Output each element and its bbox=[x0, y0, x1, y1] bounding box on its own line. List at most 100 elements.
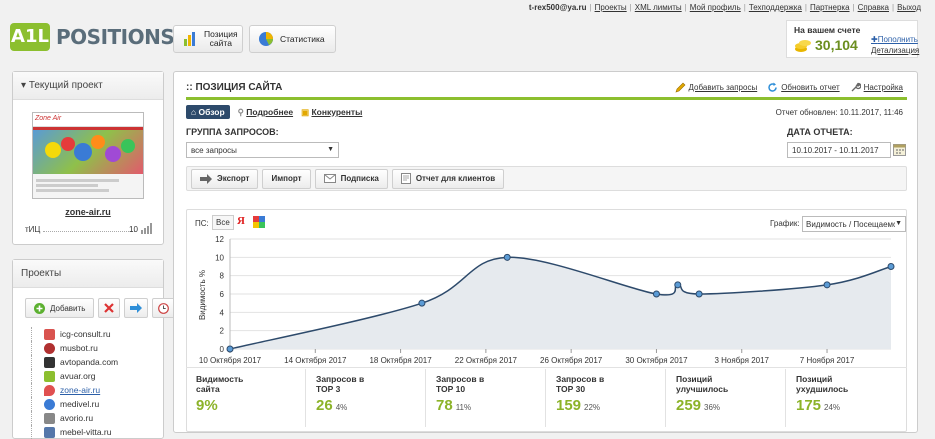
nav-xml-limits[interactable]: XML лимиты bbox=[634, 3, 682, 12]
stat-value: 78 bbox=[436, 397, 453, 414]
group-select[interactable]: все запросы ▼ bbox=[186, 142, 339, 158]
project-list: icg-consult.ru musbot.ru avtopanda.com a… bbox=[27, 327, 157, 439]
user-email[interactable]: t-rex500@ya.ru bbox=[528, 3, 587, 12]
yandex-icon[interactable]: Я bbox=[237, 215, 245, 227]
list-item[interactable]: musbot.ru bbox=[31, 341, 157, 355]
nav-profile[interactable]: Мой профиль bbox=[689, 3, 741, 12]
y-tick-label: 8 bbox=[220, 272, 225, 281]
subtab-competitors[interactable]: ▣ Конкуренты bbox=[301, 106, 363, 117]
x-tick-label: 3 Ноября 2017 bbox=[714, 356, 769, 365]
nav-partner[interactable]: Партнерка bbox=[809, 3, 850, 12]
delete-project-button[interactable] bbox=[98, 298, 121, 318]
calendar-icon[interactable] bbox=[893, 143, 906, 156]
chart-point[interactable] bbox=[652, 290, 660, 298]
stat-top10: Запросов в ТОР 10 78 11% bbox=[425, 369, 545, 427]
chart-point[interactable] bbox=[418, 299, 426, 307]
list-item[interactable]: avorio.ru bbox=[31, 411, 157, 425]
main-actions: Добавить запросы Обновить отчет Настройк… bbox=[675, 82, 903, 93]
nav-support[interactable]: Техподдержка bbox=[748, 3, 802, 12]
add-queries-link[interactable]: Добавить запросы bbox=[675, 82, 757, 93]
projects-panel: Проекты Добавить icg-consult.ru musbot.r… bbox=[12, 259, 176, 439]
chart-points bbox=[226, 253, 895, 353]
site-favicon-icon bbox=[44, 426, 55, 438]
stat-improved: Позиций улучшилось 259 36% bbox=[665, 369, 785, 427]
x-tick-label: 22 Октября 2017 bbox=[455, 356, 518, 365]
y-tick-label: 2 bbox=[220, 327, 225, 336]
y-tick-label: 12 bbox=[215, 235, 224, 244]
nav-help[interactable]: Справка bbox=[857, 3, 889, 12]
export-button[interactable]: Экспорт bbox=[191, 168, 259, 189]
site-favicon-icon bbox=[44, 342, 55, 354]
collapse-icon: ▾ bbox=[21, 80, 29, 91]
nav-projects[interactable]: Проекты bbox=[594, 3, 627, 12]
chart-y-tick-labels: 0 2 4 6 8 10 12 bbox=[215, 235, 224, 354]
list-item[interactable]: avuar.org bbox=[31, 369, 157, 383]
page-title: :: ПОЗИЦИЯ САЙТА bbox=[186, 82, 283, 93]
document-icon bbox=[400, 173, 411, 184]
details-link[interactable]: Детализация bbox=[871, 46, 920, 55]
chart-point[interactable] bbox=[503, 253, 511, 261]
chart-box: ПС: Все Я График: Видимость / Посещаемс ▼ bbox=[186, 209, 907, 432]
list-item-active[interactable]: zone-air.ru bbox=[31, 383, 157, 397]
x-tick-label: 26 Октября 2017 bbox=[540, 356, 603, 365]
list-item[interactable]: icg-consult.ru bbox=[31, 327, 157, 341]
current-project-title: Текущий проект bbox=[28, 80, 103, 91]
stat-value: 26 bbox=[316, 397, 333, 414]
logo[interactable]: A1L POSITIONS bbox=[10, 23, 175, 53]
settings-link[interactable]: Настройка bbox=[850, 82, 903, 93]
list-item[interactable]: avtopanda.com bbox=[31, 355, 157, 369]
date-range-input[interactable]: 10.10.2017 - 10.11.2017 bbox=[787, 142, 891, 158]
refresh-icon bbox=[768, 82, 777, 92]
graph-select[interactable]: Видимость / Посещаемс ▼ bbox=[802, 216, 906, 232]
current-site-link[interactable]: zone-air.ru bbox=[65, 207, 111, 217]
chart-point[interactable] bbox=[674, 281, 682, 289]
site-favicon-icon bbox=[44, 328, 55, 340]
chart-point[interactable] bbox=[887, 263, 895, 270]
y-tick-label: 4 bbox=[220, 308, 225, 317]
subtab-overview[interactable]: ⌂ Обзор bbox=[186, 105, 230, 119]
coins-icon bbox=[795, 40, 811, 52]
stat-top30: Запросов в ТОР 30 159 22% bbox=[545, 369, 665, 427]
nav-logout[interactable]: Выход bbox=[897, 3, 921, 12]
chart-x-tick-labels: 10 Октября 2017 14 Октября 2017 18 Октября… bbox=[199, 356, 855, 365]
chart-point[interactable] bbox=[226, 345, 234, 353]
x-tick-label: 7 Ноября 2017 bbox=[800, 356, 855, 365]
site-thumbnail[interactable]: Zone Air bbox=[32, 112, 144, 199]
current-project-panel: ▾ Текущий проект Zone Air zone-air.ru тИ… bbox=[12, 71, 164, 245]
move-project-button[interactable] bbox=[124, 298, 149, 318]
list-item[interactable]: medivel.ru bbox=[31, 397, 157, 411]
add-project-button[interactable]: Добавить bbox=[25, 298, 95, 318]
home-icon: ⌂ bbox=[191, 107, 199, 117]
logo-text: POSITIONS bbox=[56, 25, 175, 49]
subscribe-button[interactable]: Подписка bbox=[314, 168, 388, 189]
chart-point[interactable] bbox=[695, 290, 703, 298]
visibility-chart: 0 2 4 6 8 10 12 10 Октября 2017 14 Октября 2017… bbox=[198, 235, 895, 365]
stat-visibility: Видимость сайта 9% bbox=[196, 374, 244, 414]
clock-button[interactable] bbox=[152, 298, 176, 318]
envelope-icon bbox=[323, 174, 336, 183]
thumb-logo: Zone Air bbox=[33, 113, 143, 127]
site-favicon-icon bbox=[44, 370, 55, 382]
ps-all-button[interactable]: Все bbox=[212, 215, 234, 230]
list-item[interactable]: mebel-vitta.ru bbox=[31, 425, 157, 439]
refresh-report-link[interactable]: Обновить отчет bbox=[767, 82, 840, 93]
client-report-button[interactable]: Отчет для клиентов bbox=[391, 168, 505, 189]
site-favicon-icon bbox=[44, 384, 55, 396]
tic-value: 10 bbox=[129, 225, 138, 234]
tab-statistics[interactable]: Статистика bbox=[249, 25, 336, 53]
report-updated: Отчет обновлен: 10.11.2017, 11:46 bbox=[775, 108, 903, 117]
topup-link[interactable]: ✚Пополнить bbox=[871, 35, 918, 44]
subtab-details[interactable]: ⚲ Подробнее bbox=[237, 106, 294, 117]
stat-value: 9% bbox=[196, 397, 218, 414]
tab-site-position[interactable]: Позиция сайта bbox=[173, 25, 243, 53]
chart-point[interactable] bbox=[823, 281, 831, 289]
google-icon[interactable] bbox=[253, 216, 265, 228]
wrench-icon bbox=[851, 82, 861, 92]
export-icon bbox=[200, 173, 212, 184]
stat-value: 159 bbox=[556, 397, 582, 414]
group-label: ГРУППА ЗАПРОСОВ: bbox=[186, 127, 279, 137]
import-button[interactable]: Импорт bbox=[262, 168, 311, 189]
current-project-header[interactable]: ▾ Текущий проект bbox=[13, 72, 163, 100]
tab-site-position-line1: Позиция bbox=[204, 29, 238, 39]
y-tick-label: 0 bbox=[220, 345, 225, 354]
